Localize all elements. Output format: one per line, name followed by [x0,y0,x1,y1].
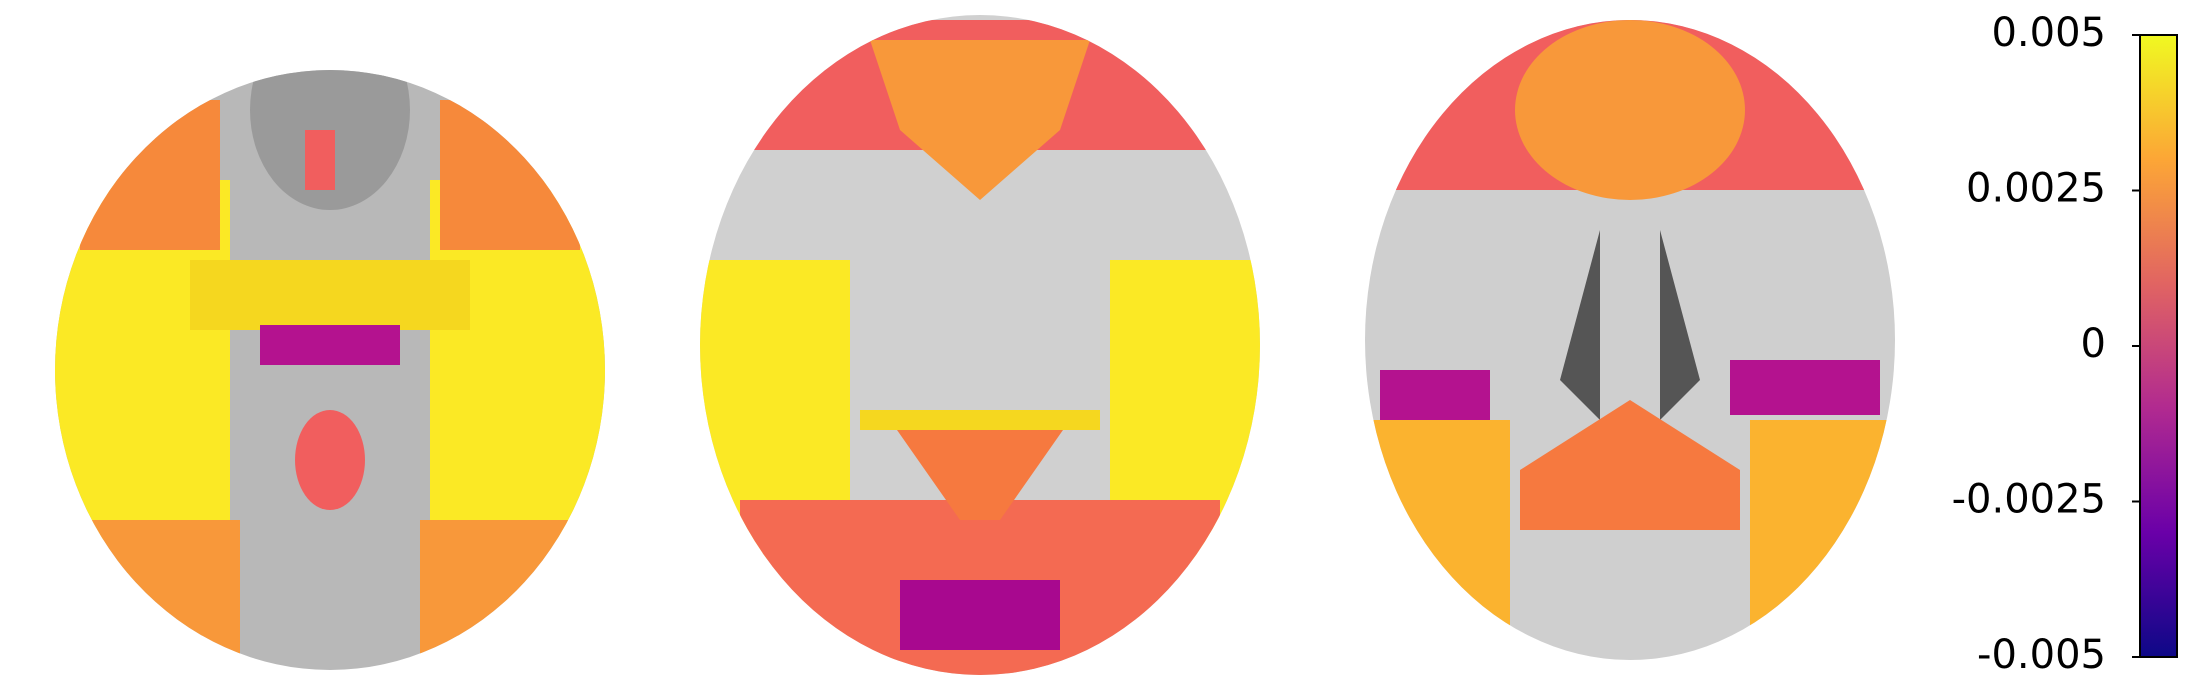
brain-slice [55,70,605,670]
tick-label: 0 [2081,321,2106,367]
brain-slice [700,15,1260,675]
colorbar: 0.005 0.0025 0 -0.0025 -0.005 [1952,10,2178,678]
brain-slice [1365,20,1895,660]
tick-label: 0.0025 [1966,166,2106,212]
colorbar-fill [2139,34,2178,658]
tick-label: -0.0025 [1952,477,2106,523]
tick-label: 0.005 [1991,10,2106,56]
tick-label: -0.005 [1977,632,2106,678]
